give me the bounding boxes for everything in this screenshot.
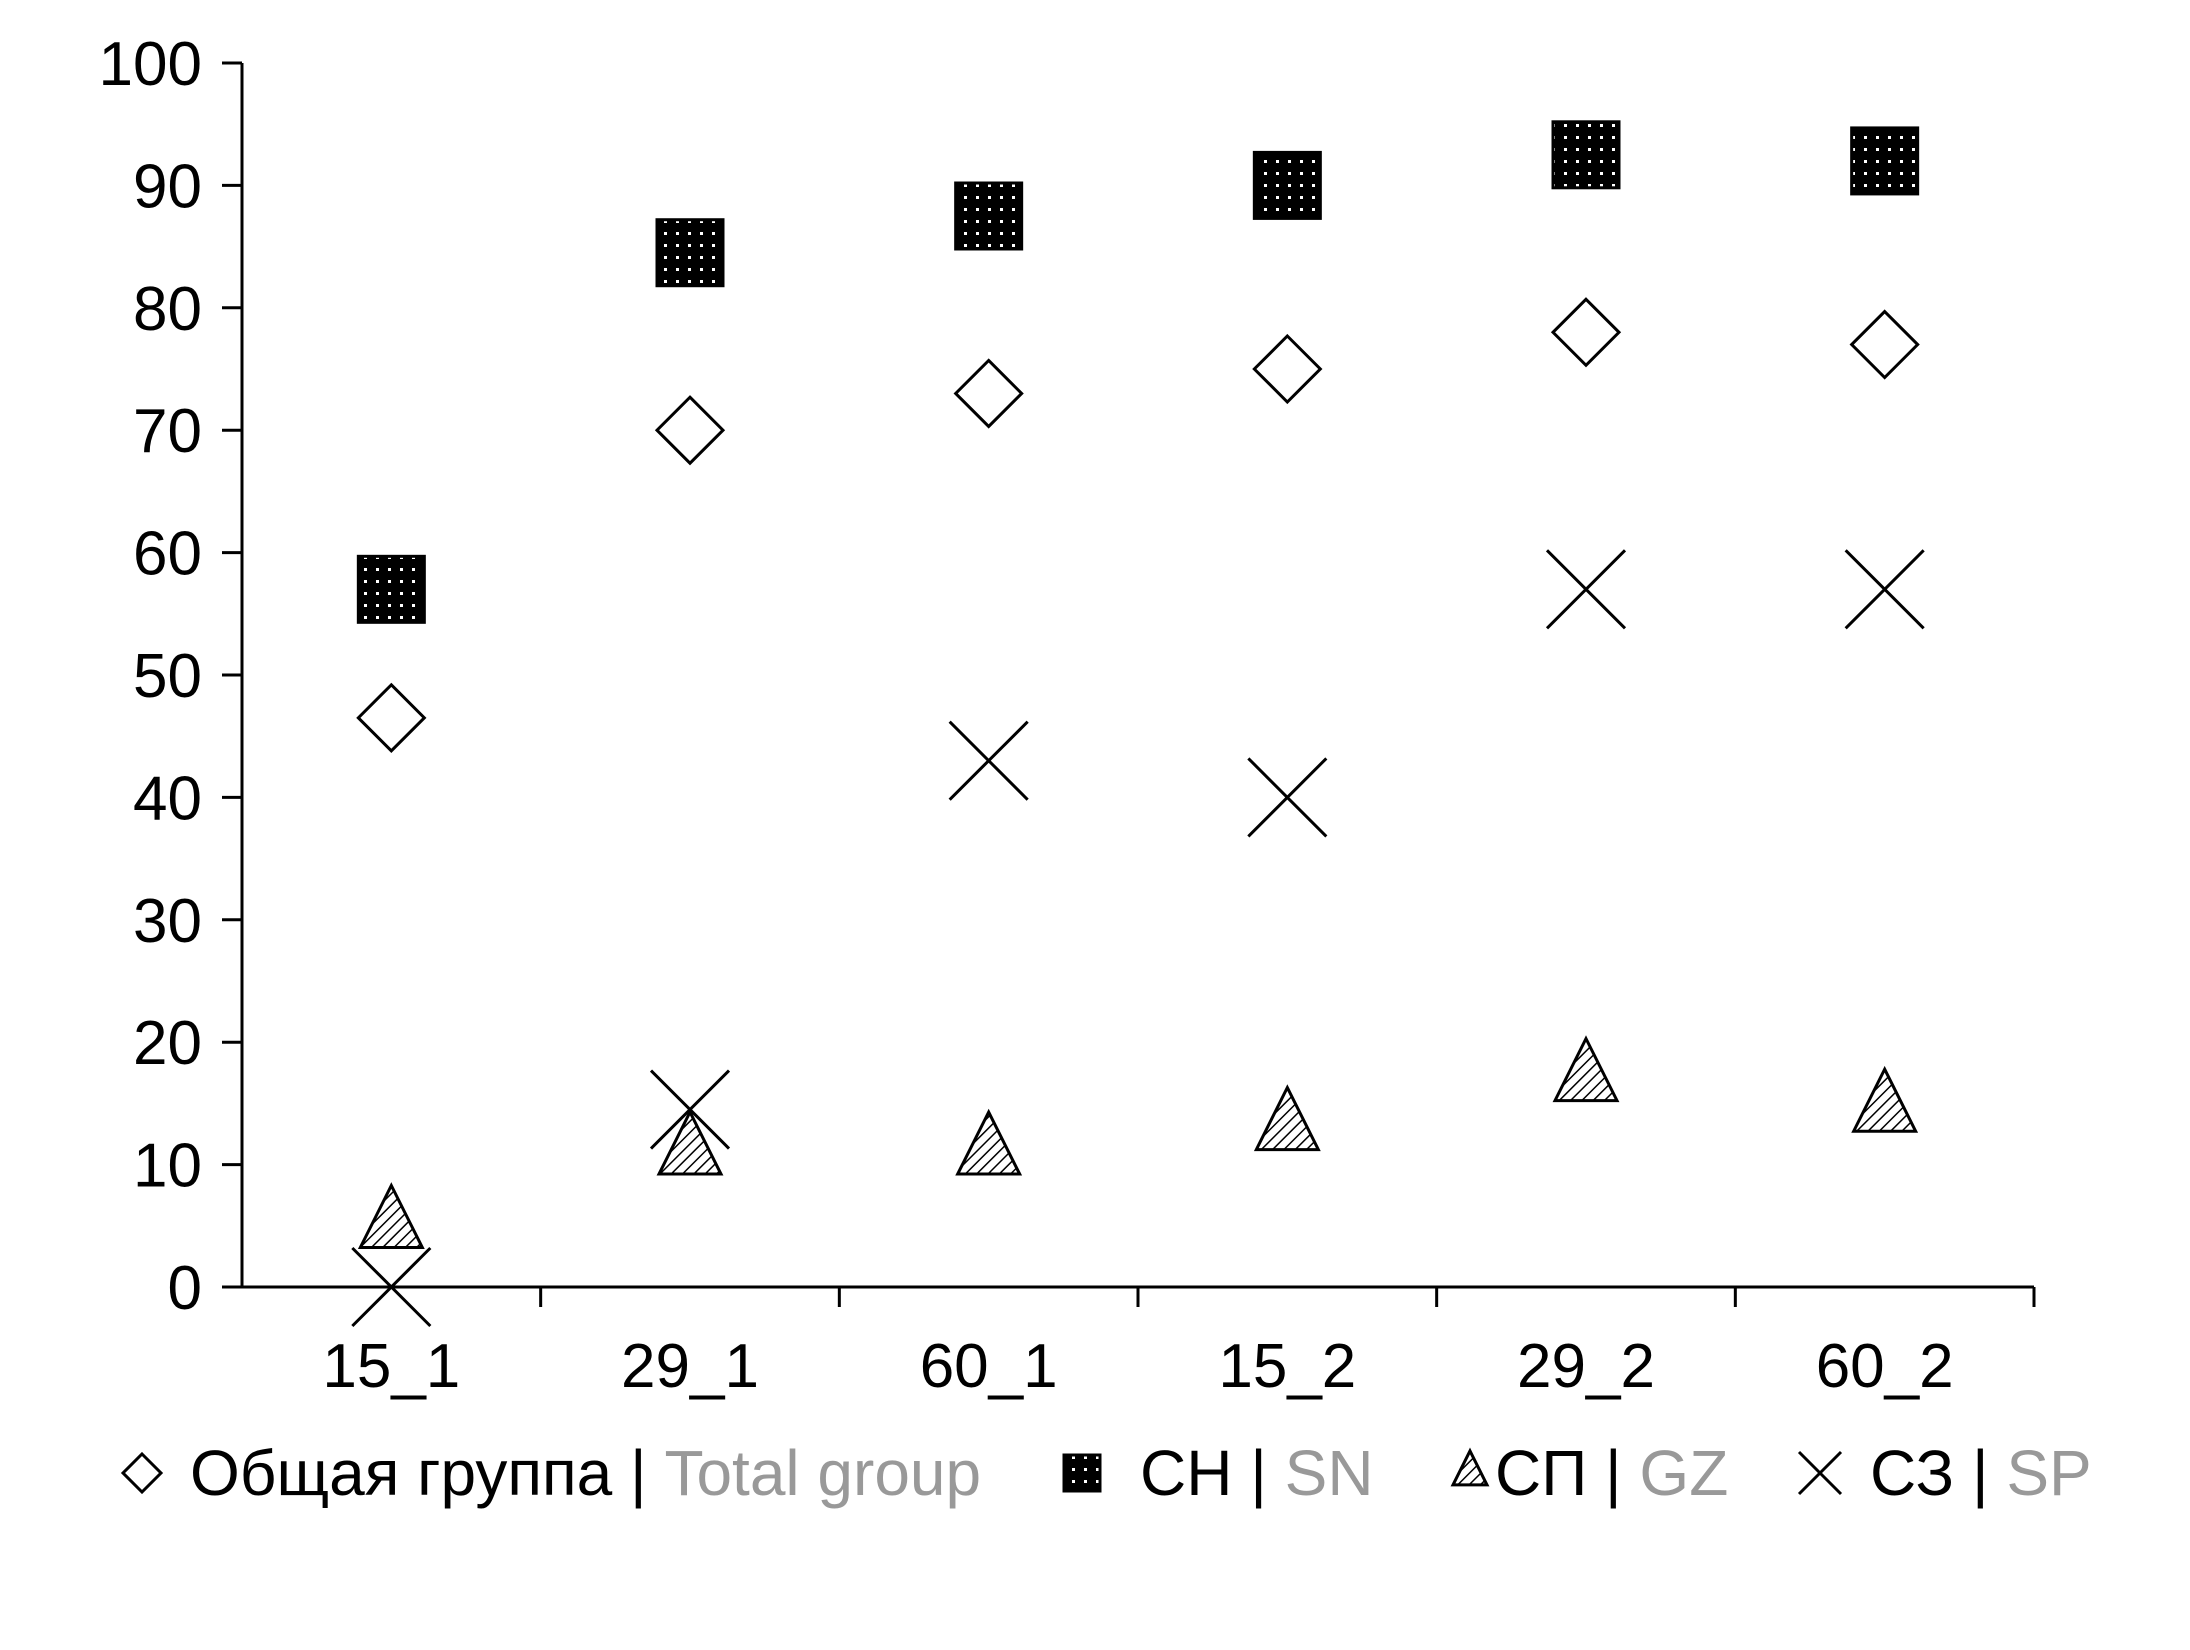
point-cross: [1247, 757, 1328, 838]
cross-stroke: [1247, 757, 1328, 838]
y-tick-label: 60: [133, 520, 202, 589]
y-tick-label: 100: [99, 30, 202, 99]
y-tick-label: 40: [133, 764, 202, 833]
cross-stroke: [1844, 549, 1925, 630]
point-diamond: [654, 395, 726, 466]
point-cross: [351, 1246, 432, 1328]
point-square: [1850, 126, 1920, 196]
point-triangle: [656, 1108, 724, 1176]
point-square: [1252, 150, 1322, 220]
cross-stroke: [948, 720, 1029, 801]
point-diamond: [1550, 297, 1622, 368]
y-tick-label: 20: [133, 1009, 202, 1078]
x-tick-label: 60_1: [920, 1332, 1058, 1401]
point-triangle: [1851, 1065, 1919, 1133]
legend-marker-diamond: [120, 1451, 164, 1495]
x-tick-label: 15_2: [1218, 1332, 1356, 1401]
point-square: [655, 218, 725, 288]
y-tick-label: 50: [133, 642, 202, 711]
x-tick-label: 60_2: [1816, 1332, 1954, 1401]
point-triangle: [1253, 1084, 1321, 1152]
legend-marker-cross: [1797, 1450, 1843, 1496]
point-diamond: [953, 358, 1024, 429]
legend-marker-triangle: [1450, 1447, 1490, 1487]
x-tick-label: 29_1: [621, 1332, 759, 1401]
point-square: [954, 181, 1024, 251]
point-diamond: [1252, 333, 1323, 405]
y-tick-label: 70: [133, 397, 202, 466]
axes: 0 10 20 30 40 50 60 70 80 90 100 15_1 29_1 60_1 15_2 29…: [99, 30, 2036, 1401]
legend-label: Общая группа | Total group: [190, 1437, 981, 1509]
point-diamond: [1849, 309, 1920, 380]
x-tick-label: 15_1: [322, 1332, 460, 1401]
point-diamond: [356, 682, 427, 753]
legend-marker-square: [1062, 1453, 1102, 1493]
legend-label: СП | GZ: [1495, 1437, 1728, 1509]
point-triangle: [955, 1108, 1023, 1176]
data-marks: [351, 120, 1925, 1328]
point-triangle: [357, 1182, 425, 1249]
cross-stroke: [1545, 549, 1627, 630]
y-tick-label: 0: [168, 1254, 202, 1323]
point-cross: [1844, 549, 1925, 630]
legend-label: СН | SN: [1140, 1437, 1374, 1509]
cross-stroke: [649, 1069, 731, 1150]
point-cross: [649, 1069, 731, 1150]
point-triangle: [1552, 1035, 1620, 1103]
cross-stroke: [1797, 1450, 1843, 1496]
point-cross: [948, 720, 1029, 801]
legend: Общая группа | Total group СН | SN СП | GZ…: [120, 1437, 2092, 1509]
point-square: [356, 554, 426, 624]
y-tick-label: 80: [133, 275, 202, 344]
x-tick-label: 29_2: [1517, 1332, 1655, 1401]
point-square: [1551, 120, 1621, 190]
y-tick-label: 90: [133, 152, 202, 221]
point-cross: [1545, 549, 1627, 630]
y-tick-label: 10: [133, 1132, 202, 1201]
y-tick-label: 30: [133, 887, 202, 956]
legend-label: СЗ | SP: [1870, 1437, 2092, 1509]
cross-stroke: [351, 1246, 432, 1328]
